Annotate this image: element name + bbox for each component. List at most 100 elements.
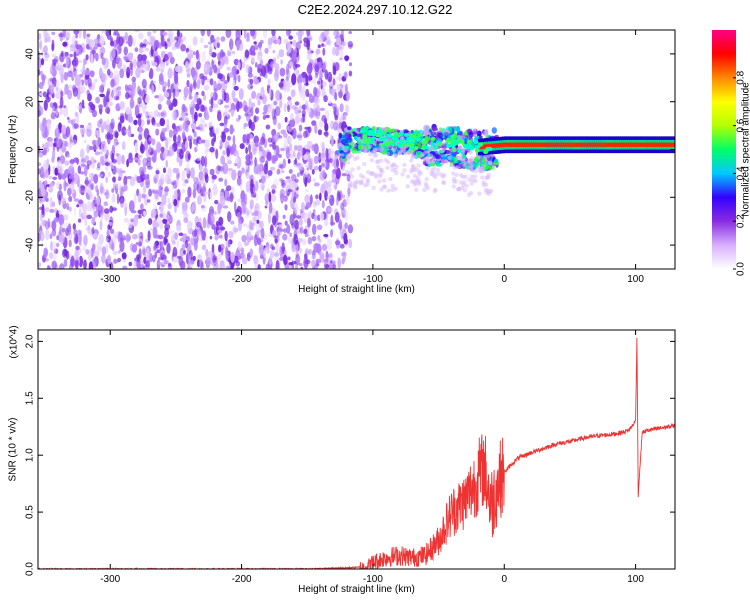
heatmap-cell xyxy=(86,127,92,137)
heatmap-cell xyxy=(94,250,100,258)
heatmap-cell xyxy=(100,46,106,55)
heatmap-cell xyxy=(192,200,197,212)
heatmap-cell xyxy=(141,45,147,53)
heatmap-cell xyxy=(217,52,222,61)
heatmap-cell xyxy=(390,183,395,189)
heatmap-cell xyxy=(462,144,468,149)
heatmap-cell xyxy=(200,118,206,125)
heatmap-cell xyxy=(63,179,67,192)
heatmap-cell xyxy=(58,194,62,206)
heatmap-cell xyxy=(321,114,327,122)
heatmap-cell xyxy=(330,229,333,238)
heatmap-cell xyxy=(85,54,89,61)
heatmap-cell xyxy=(92,109,97,118)
heatmap-cell xyxy=(311,236,317,242)
heatmap-cell xyxy=(279,178,284,182)
heatmap-cell xyxy=(657,142,661,147)
heatmap-cell xyxy=(52,241,57,253)
heatmap-cell xyxy=(110,228,115,235)
heatmap-cell xyxy=(172,123,176,130)
heatmap-cell xyxy=(550,142,555,147)
heatmap-cell xyxy=(316,57,321,63)
heatmap-cell xyxy=(345,83,348,96)
heatmap-cell xyxy=(411,154,416,159)
heatmap-cell xyxy=(69,257,76,268)
heatmap-cell xyxy=(200,261,204,269)
heatmap-cell xyxy=(247,83,253,90)
heatmap-cell xyxy=(237,61,241,70)
heatmap-cell xyxy=(257,264,261,269)
heatmap-cell xyxy=(61,145,67,153)
heatmap-cell xyxy=(48,137,54,148)
heatmap-cell xyxy=(51,54,56,58)
heatmap-cell xyxy=(138,125,142,135)
heatmap-cell xyxy=(252,145,257,156)
heatmap-cell xyxy=(362,147,367,152)
heatmap-cell xyxy=(103,201,109,207)
heatmap-cell xyxy=(398,139,404,144)
heatmap-cell xyxy=(321,200,325,209)
heatmap-cell xyxy=(339,243,345,249)
heatmap-cell xyxy=(132,233,138,240)
heatmap-cell xyxy=(629,142,633,147)
heatmap-cell xyxy=(129,62,133,70)
heatmap-cell xyxy=(403,129,409,134)
heatmap-cell xyxy=(487,146,493,151)
heatmap-cell xyxy=(38,180,42,188)
heatmap-cell xyxy=(252,75,256,84)
heatmap-cell xyxy=(317,214,321,221)
heatmap-cell xyxy=(335,47,340,57)
heatmap-cell xyxy=(241,61,246,69)
heatmap-cell xyxy=(176,225,182,233)
heatmap-cell xyxy=(637,142,641,147)
heatmap-cell xyxy=(231,50,236,55)
heatmap-cell xyxy=(159,63,166,71)
heatmap-cell xyxy=(75,33,78,39)
heatmap-cell xyxy=(177,134,181,144)
heatmap-cell xyxy=(128,261,133,267)
heatmap-cell xyxy=(341,173,348,177)
heatmap-cell xyxy=(393,186,398,191)
heatmap-cell xyxy=(222,205,229,209)
heatmap-cell xyxy=(320,151,326,162)
heatmap-cell xyxy=(291,174,297,182)
heatmap-cell xyxy=(40,58,45,66)
heatmap-cell xyxy=(413,146,419,150)
heatmap-cell xyxy=(304,253,308,260)
heatmap-cell xyxy=(201,244,207,251)
heatmap-cell xyxy=(54,207,58,214)
heatmap-cell xyxy=(321,253,325,264)
heatmap-cell xyxy=(250,106,254,117)
heatmap-cell xyxy=(511,142,515,147)
heatmap-cell xyxy=(249,78,254,85)
heatmap-cell xyxy=(56,181,60,189)
heatmap-cell xyxy=(306,64,313,75)
heatmap-cell xyxy=(104,162,110,167)
heatmap-cell xyxy=(291,73,297,86)
heatmap-cell xyxy=(413,166,418,171)
heatmap-cell xyxy=(643,142,647,147)
heatmap-cell xyxy=(205,62,211,74)
heatmap-cell xyxy=(193,131,197,138)
heatmap-cell xyxy=(404,133,409,137)
heatmap-cell xyxy=(345,160,350,165)
heatmap-cell xyxy=(303,228,308,235)
heatmap-cell xyxy=(224,104,230,109)
heatmap-cell xyxy=(109,261,114,269)
heatmap-cell xyxy=(312,223,317,236)
heatmap-cell xyxy=(237,74,241,83)
heatmap-cell xyxy=(136,59,142,69)
heatmap-cell xyxy=(127,113,133,123)
heatmap-cell xyxy=(133,119,138,126)
heatmap-cell xyxy=(348,70,353,77)
heatmap-cell xyxy=(199,171,203,182)
heatmap-cell xyxy=(348,62,353,67)
heatmap-cell xyxy=(383,157,389,163)
heatmap-cell xyxy=(203,84,210,91)
heatmap-cell xyxy=(227,211,232,223)
heatmap-cell xyxy=(425,155,430,161)
heatmap-cell xyxy=(80,186,85,192)
heatmap-cell xyxy=(273,100,278,106)
y-tick-label: 0 xyxy=(25,146,36,152)
heatmap-cell xyxy=(58,214,65,226)
